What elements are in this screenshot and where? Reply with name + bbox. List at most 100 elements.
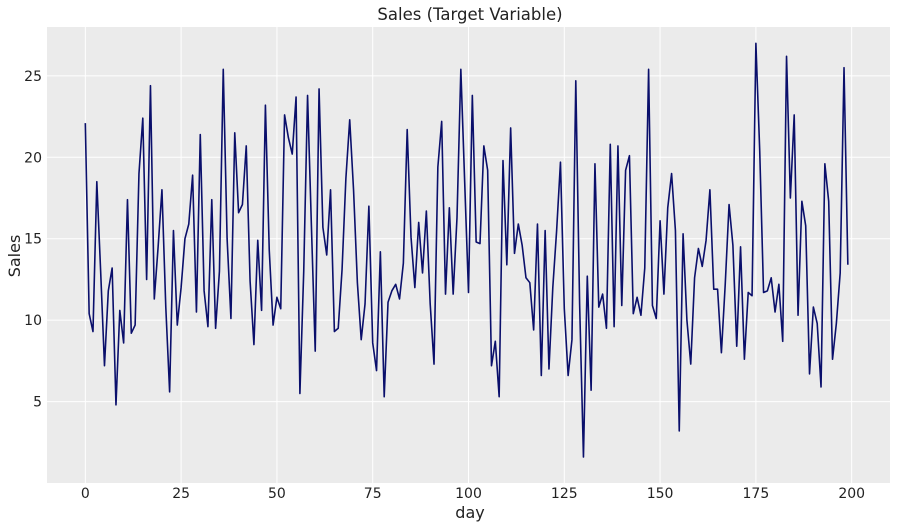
- data-point: [824, 163, 826, 165]
- data-point: [548, 368, 550, 370]
- y-tick-label: 10: [24, 313, 42, 329]
- data-point: [176, 324, 178, 326]
- data-point: [790, 197, 792, 199]
- y-tick-label: 20: [24, 150, 42, 166]
- data-point: [387, 301, 389, 303]
- data-point: [226, 238, 228, 240]
- data-point: [813, 306, 815, 308]
- data-point: [659, 220, 661, 222]
- data-point: [188, 223, 190, 225]
- data-point: [291, 153, 293, 155]
- data-point: [249, 280, 251, 282]
- data-point: [357, 282, 359, 284]
- data-point: [203, 290, 205, 292]
- data-point: [127, 199, 129, 201]
- grid-lines: [47, 27, 890, 483]
- data-point: [368, 205, 370, 207]
- data-point: [199, 134, 201, 136]
- data-point: [575, 80, 577, 82]
- data-point: [678, 430, 680, 432]
- data-point: [383, 396, 385, 398]
- data-point: [732, 244, 734, 246]
- data-point: [337, 327, 339, 329]
- data-point: [222, 69, 224, 71]
- data-point: [602, 293, 604, 295]
- data-point: [675, 230, 677, 232]
- data-point: [341, 269, 343, 271]
- data-point: [495, 341, 497, 343]
- data-point: [537, 223, 539, 225]
- data-point: [234, 132, 236, 134]
- data-point: [253, 344, 255, 346]
- data-point: [257, 240, 259, 242]
- data-point: [793, 114, 795, 116]
- data-point: [410, 236, 412, 238]
- data-point: [667, 207, 669, 209]
- data-point: [525, 277, 527, 279]
- data-point: [119, 310, 121, 312]
- x-tick-label: 150: [647, 486, 674, 502]
- data-point: [314, 350, 316, 352]
- data-point: [736, 345, 738, 347]
- data-point: [131, 332, 133, 334]
- data-point: [449, 207, 451, 209]
- data-point: [544, 230, 546, 232]
- data-point: [165, 306, 167, 308]
- data-point: [682, 233, 684, 235]
- x-tick-label: 175: [743, 486, 770, 502]
- data-point: [111, 267, 113, 269]
- data-point: [330, 189, 332, 191]
- data-point: [123, 342, 125, 344]
- data-point: [690, 363, 692, 365]
- data-point: [805, 225, 807, 227]
- data-point: [728, 204, 730, 206]
- data-point: [380, 251, 382, 253]
- data-point: [322, 227, 324, 229]
- data-point: [621, 305, 623, 307]
- data-point: [809, 373, 811, 375]
- data-point: [153, 298, 155, 300]
- data-point: [173, 230, 175, 232]
- data-point: [429, 303, 431, 305]
- data-point: [345, 178, 347, 180]
- data-point: [426, 210, 428, 212]
- x-tick-labels: 0 25 50 75 100 125 150 175 200: [81, 486, 865, 502]
- chart-title: Sales (Target Variable): [377, 5, 562, 24]
- data-point: [85, 122, 87, 124]
- data-point: [395, 284, 397, 286]
- data-point: [261, 310, 263, 312]
- data-point: [353, 189, 355, 191]
- data-point: [583, 456, 585, 458]
- data-point: [571, 339, 573, 341]
- data-point: [230, 318, 232, 320]
- data-point: [632, 313, 634, 315]
- x-tick-label: 100: [455, 486, 482, 502]
- data-point: [180, 287, 182, 289]
- data-point: [820, 386, 822, 388]
- data-point: [295, 96, 297, 98]
- data-point: [590, 389, 592, 391]
- data-point: [640, 314, 642, 316]
- data-point: [786, 56, 788, 58]
- data-point: [579, 303, 581, 305]
- x-tick-label: 75: [364, 486, 382, 502]
- data-point: [556, 230, 558, 232]
- data-point: [724, 284, 726, 286]
- data-point: [245, 145, 247, 147]
- data-point: [713, 288, 715, 290]
- data-point: [288, 137, 290, 139]
- data-point: [219, 270, 221, 272]
- data-point: [272, 324, 274, 326]
- data-point: [705, 240, 707, 242]
- data-point: [506, 264, 508, 266]
- data-point: [146, 279, 148, 281]
- data-point: [698, 248, 700, 250]
- data-point: [299, 393, 301, 395]
- data-point: [184, 238, 186, 240]
- y-tick-label: 5: [33, 395, 42, 411]
- data-point: [609, 143, 611, 145]
- data-point: [744, 358, 746, 360]
- data-point: [832, 358, 834, 360]
- sales-series-line: [84, 42, 849, 458]
